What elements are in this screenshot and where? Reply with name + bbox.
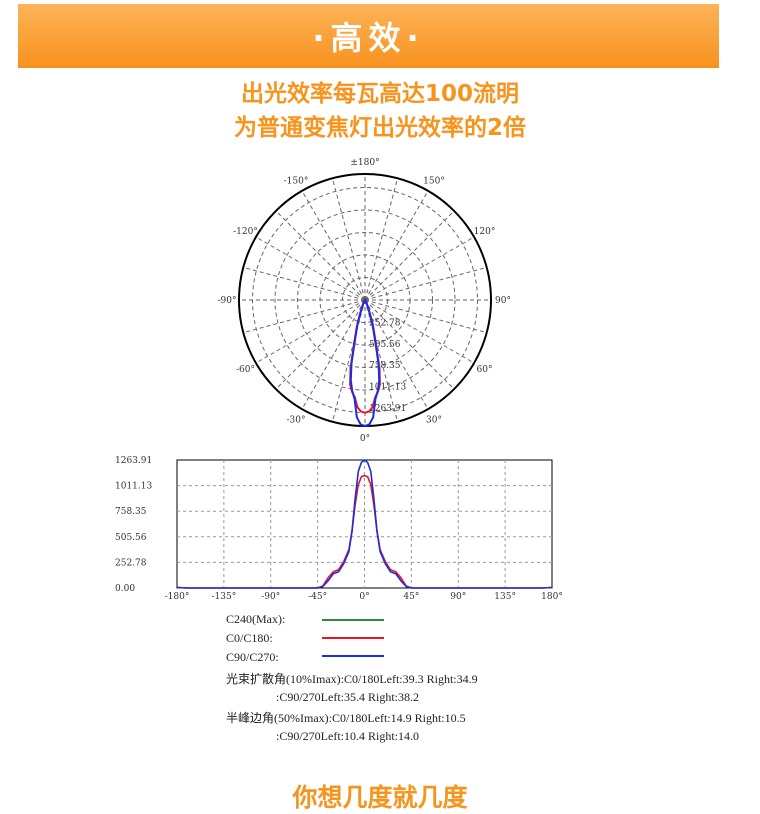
polar-radial-label: 1263.91 [369,404,406,414]
line-series-c90-c270 [176,459,553,589]
beam-angle-line-2: :C90/270Left:35.4 Right:38.2 [276,690,419,704]
polar-radial-label: 1011.13 [369,383,406,393]
headline-line-2: 为普通变焦灯出光效率的2倍 [233,115,526,141]
y-tick-label: 252.78 [115,558,147,568]
polar-spoke [275,299,366,390]
polar-spoke [301,299,366,410]
polar-spoke [243,266,366,301]
polar-spoke [243,299,366,334]
polar-angle-label: 90° [495,296,511,306]
polar-angle-label: 60° [477,365,493,375]
polar-spoke [364,210,455,301]
x-tick-label: 180° [541,592,563,602]
line-chart-frame [176,459,553,589]
polar-spoke [275,210,366,301]
polar-angle-label: 0° [360,434,370,444]
y-tick-label: 1263.91 [115,456,152,466]
x-tick-label: -135° [212,592,237,602]
legend-line-c90 [322,655,384,657]
x-tick-label: 45° [403,592,419,602]
y-tick-label: 0.00 [115,584,135,594]
polar-spoke [364,236,475,301]
polar-spoke [255,299,366,364]
half-peak-line-1: 半峰边角(50%Imax):C0/180Left:14.9 Right:10.5 [226,711,466,725]
beam-angle-line-1: 光束扩散角(10%Imax):C0/180Left:39.3 Right:34.… [226,672,478,686]
half-peak-line-2: :C90/270Left:10.4 Right:14.0 [276,729,419,743]
polar-radial-label: 758.35 [369,361,401,371]
polar-ring [274,209,456,391]
polar-angle-label: 120° [474,227,496,237]
legend-label-c90: C90/C270: [226,650,279,664]
y-tick-label: 505.56 [115,533,147,543]
polar-spoke [364,178,399,301]
polar-spoke [364,299,475,364]
polar-spoke [364,299,455,390]
legend-line-c240 [322,619,384,621]
polar-angle-label: 30° [426,416,442,426]
polar-spoke [331,299,366,422]
legend-label-c240: C240(Max): [226,612,286,626]
x-tick-label: -90° [261,592,280,602]
x-tick-label: 135° [494,592,516,602]
polar-radial-label: 252.78 [369,318,401,328]
polar-spoke [301,190,366,301]
polar-spoke [364,190,429,301]
headline-line-1: 出光效率每瓦高达100流明 [240,81,519,107]
polar-radial-label: 505.56 [369,340,401,350]
polar-angle-label: -150° [284,176,309,186]
polar-spoke [255,236,366,301]
polar-angle-label: ±180° [350,158,379,168]
polar-angle-label: -90° [218,296,237,306]
banner-title: ·高效· [312,19,425,57]
y-tick-label: 758.35 [115,507,147,517]
legend-line-c0 [322,637,384,639]
line-series-c0-c180 [176,474,553,589]
x-tick-label: -180° [165,592,190,602]
x-tick-label: 0° [359,592,369,602]
polar-spoke [364,299,487,334]
polar-angle-label: -120° [233,227,258,237]
polar-angle-label: 150° [423,176,445,186]
polar-spoke [364,299,429,410]
polar-angle-label: -30° [287,416,306,426]
footer-slogan: 你想几度就几度 [292,783,468,812]
polar-spoke [331,178,366,301]
x-tick-label: -45° [308,592,327,602]
polar-spoke [364,266,487,301]
polar-angle-label: -60° [236,365,255,375]
x-tick-label: 90° [450,592,466,602]
header-banner: ·高效· [18,4,719,68]
polar-series-c90-c270 [349,299,381,427]
y-tick-label: 1011.13 [115,482,152,492]
legend-label-c0: C0/C180: [226,631,273,645]
polar-ring [297,232,433,368]
